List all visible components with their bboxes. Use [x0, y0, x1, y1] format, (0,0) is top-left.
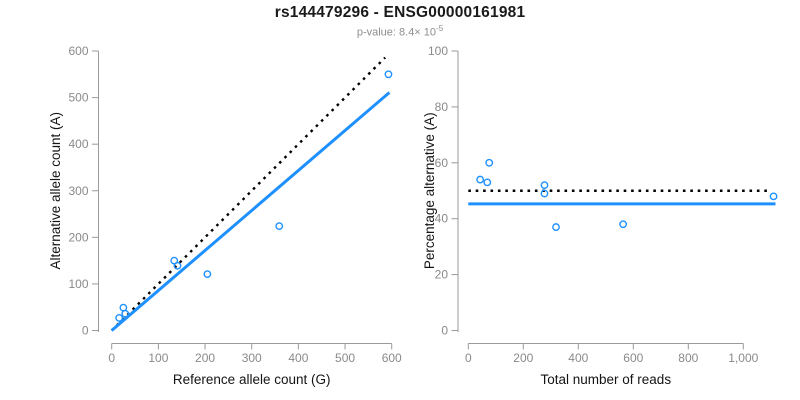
data-point: [275, 222, 284, 231]
y-tick-label: 600: [68, 44, 88, 58]
y-tick-label: 300: [68, 184, 88, 198]
x-tick-label: 300: [242, 351, 262, 365]
data-point: [121, 309, 130, 318]
x-axis-title: Reference allele count (G): [173, 372, 331, 387]
data-point: [384, 70, 393, 79]
pvalue-text: p-value: 8.4× 10: [356, 26, 437, 39]
data-point: [203, 270, 212, 279]
x-tick-label: 500: [335, 351, 355, 365]
x-tick-label: 100: [148, 351, 168, 365]
data-point: [483, 178, 492, 187]
y-axis-title: Alternative allele count (A): [48, 112, 63, 270]
y-tick-label: 200: [68, 230, 88, 244]
identity-line: [110, 56, 387, 332]
y-tick-label: 0: [441, 324, 448, 338]
data-point: [115, 314, 124, 322]
x-axis-title: Total number of reads: [541, 372, 672, 387]
figure-title: rs144479296 - ENSG00000161981: [274, 4, 526, 21]
data-point: [173, 261, 182, 270]
x-tick-label: 200: [195, 351, 215, 365]
x-tick-label: 600: [623, 351, 643, 365]
y-tick-label: 400: [68, 137, 88, 151]
y-tick-label: 100: [428, 44, 448, 58]
data-point: [552, 223, 560, 231]
pvalue-exponent: -5: [436, 24, 444, 33]
x-tick-label: 400: [568, 351, 588, 365]
data-point: [619, 220, 628, 229]
x-tick-label: 0: [465, 351, 472, 365]
data-point: [769, 192, 778, 201]
y-tick-label: 0: [82, 324, 89, 338]
data-point: [476, 175, 485, 184]
percentage-alternative-scatter: 0 20 40 60 80 100 0 200 400 600 800 1,000 Total numb…: [422, 44, 778, 387]
x-tick-label: 800: [678, 351, 698, 365]
data-point: [485, 158, 494, 167]
data-point: [540, 181, 549, 190]
y-tick-label: 40: [435, 212, 449, 226]
y-tick-label: 20: [435, 268, 449, 282]
y-tick-label: 60: [435, 156, 449, 170]
y-axis-title: Percentage alternative (A): [422, 112, 437, 269]
data-point: [540, 189, 549, 198]
x-tick-label: 600: [382, 351, 402, 365]
y-tick-label: 80: [435, 100, 449, 114]
fit-line: [110, 91, 391, 332]
x-tick-label: 400: [288, 351, 308, 365]
figure-subtitle: p-value: 8.4× 10-5: [0, 24, 800, 39]
x-tick-label: 1,000: [728, 351, 758, 365]
allele-count-scatter: 0 100 200 300 400 500 600 0 100 200 300 400 500 600 Re…: [48, 44, 402, 387]
x-tick-label: 0: [108, 351, 115, 365]
x-tick-label: 200: [513, 351, 533, 365]
y-tick-label: 100: [68, 277, 88, 291]
y-tick-label: 500: [68, 91, 88, 105]
